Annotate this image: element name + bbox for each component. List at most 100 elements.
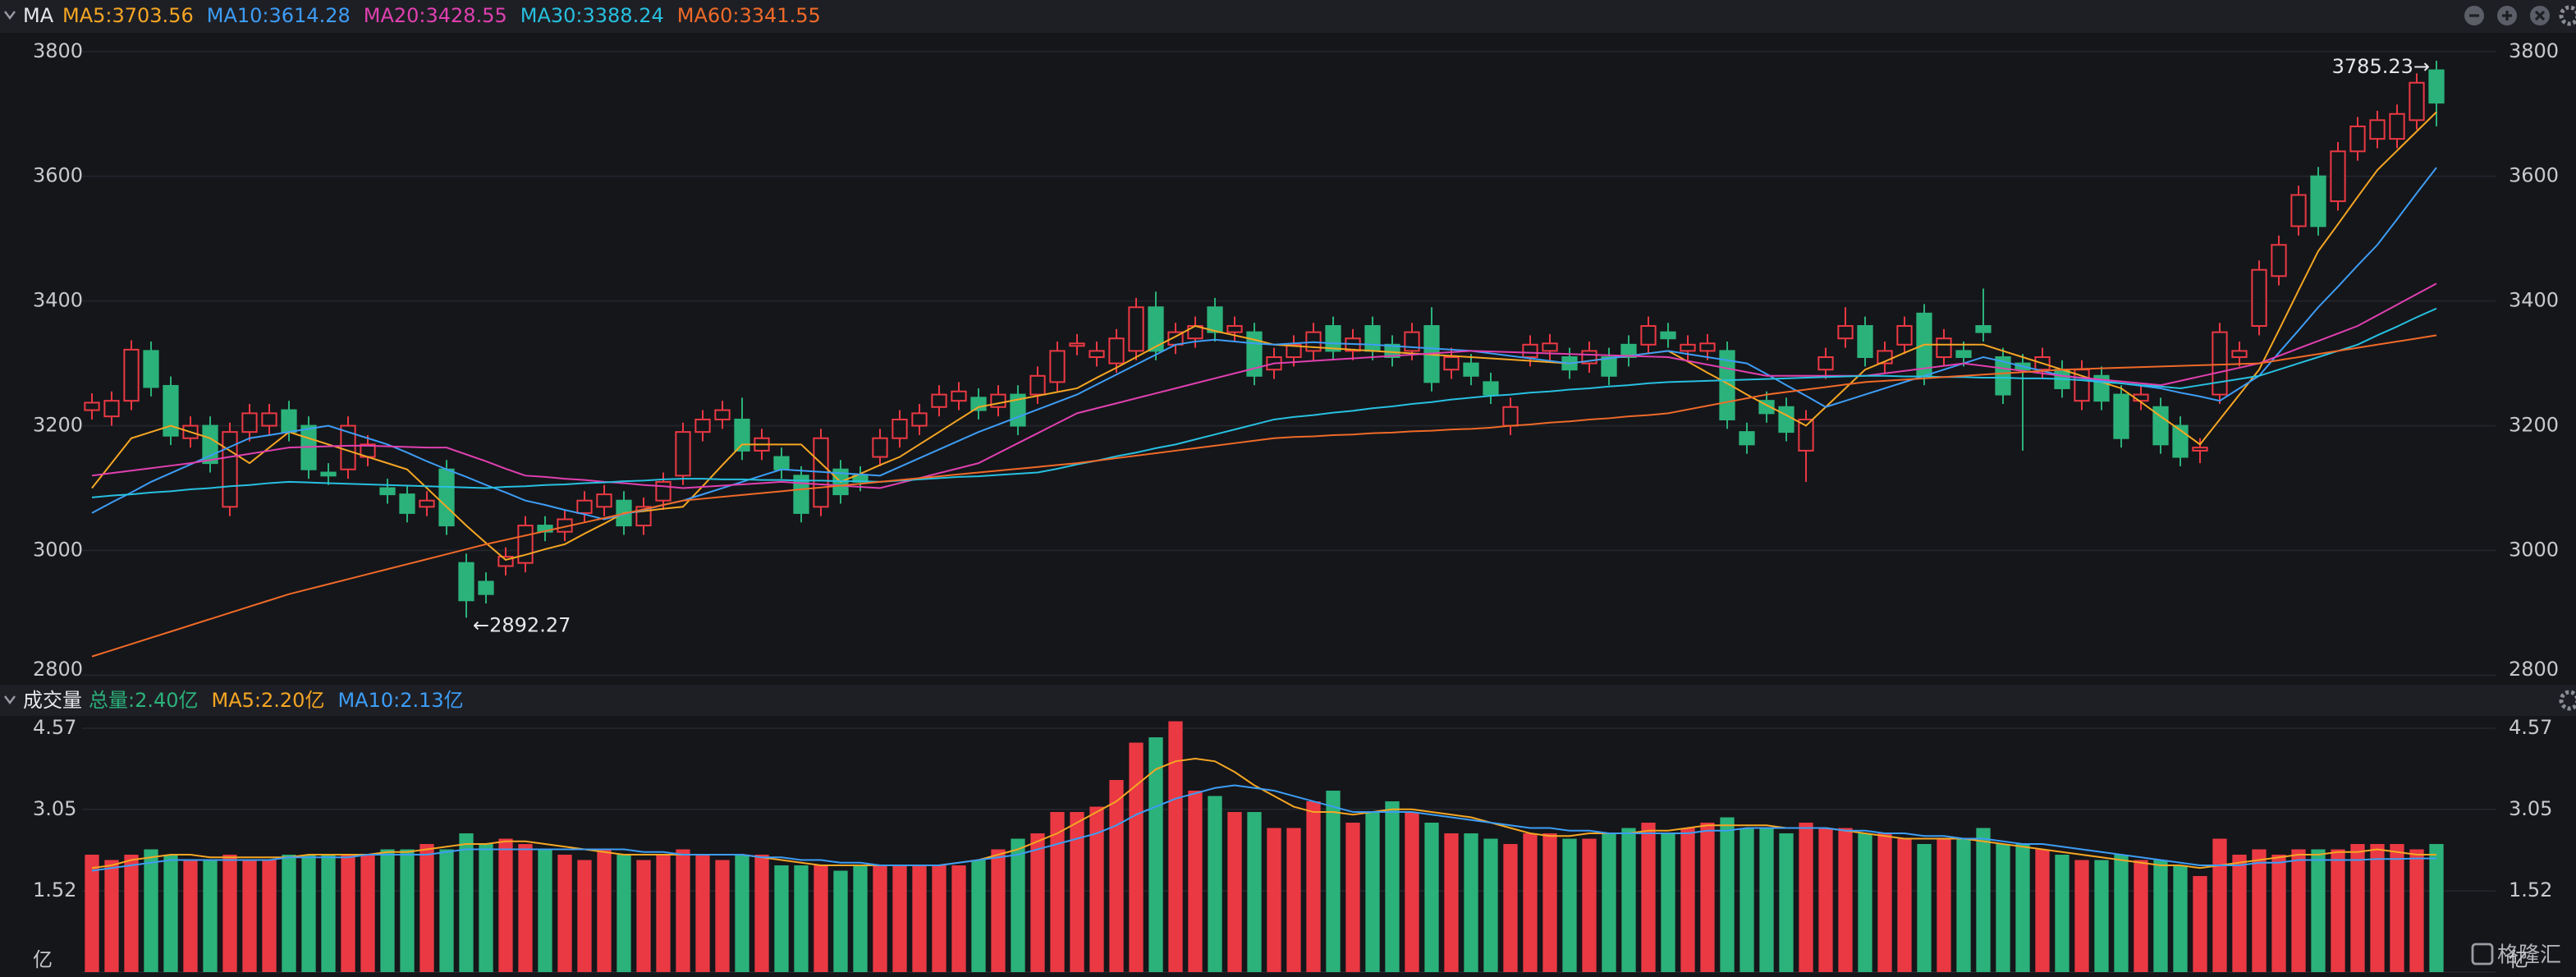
y-tick-label-right: 3600	[2509, 164, 2559, 187]
volume-bar	[2055, 855, 2070, 972]
volume-bar	[1444, 833, 1459, 972]
candle-body	[2349, 125, 2366, 153]
volume-bar	[2350, 844, 2365, 972]
volume-bar	[203, 860, 218, 972]
candle-body	[675, 431, 691, 477]
candle-body	[892, 418, 908, 439]
volume-bar	[1345, 823, 1360, 972]
y-tick-label-right: 3200	[2509, 414, 2559, 437]
candle-body	[2330, 150, 2346, 203]
y-tick-label: 3200	[33, 414, 83, 437]
y-tick-label: 1.52	[33, 878, 76, 901]
candle-body	[596, 493, 612, 508]
settings-button[interactable]	[2559, 690, 2576, 711]
volume-bar	[1267, 828, 1281, 972]
volume-bar	[222, 855, 237, 972]
candle-body	[734, 418, 750, 452]
volume-bar	[774, 865, 789, 972]
candle-body	[2409, 81, 2425, 122]
ma-line	[91, 334, 2437, 658]
volume-bar	[1188, 791, 1203, 972]
volume-bar	[951, 865, 966, 972]
volume-bar	[1089, 806, 1104, 972]
indicator-title: MA	[23, 4, 54, 27]
candle-body	[1699, 342, 1716, 352]
volume-bar	[242, 860, 257, 972]
volume-bar	[1326, 791, 1341, 972]
volume-bar	[1700, 823, 1715, 972]
candle-body	[1955, 350, 1972, 358]
volume-bar	[1070, 812, 1084, 972]
collapse-icon[interactable]	[4, 695, 16, 704]
candle-body	[1207, 306, 1223, 333]
volume-bar	[2015, 844, 2030, 972]
ma-line	[91, 167, 2437, 521]
candle-body	[517, 525, 534, 564]
legend-entry: MA10:2.13亿	[337, 689, 463, 712]
volume-bar	[262, 860, 277, 972]
candle-body	[2251, 268, 2267, 328]
y-tick-label-right: 亿	[2509, 948, 2528, 971]
candle-body	[1660, 331, 1676, 340]
y-tick-label-right: 4.57	[2509, 716, 2552, 739]
candle-body	[1739, 431, 1755, 446]
candle-body	[2192, 447, 2208, 452]
candle-body	[438, 468, 455, 527]
y-tick-label-right: 3000	[2509, 538, 2559, 561]
candle-body	[1325, 325, 1341, 352]
volume-bar	[814, 865, 828, 972]
volume-bar	[400, 849, 415, 972]
collapse-icon[interactable]	[4, 11, 16, 20]
candle-body	[2369, 119, 2386, 140]
candle-body	[694, 418, 711, 433]
candle-body	[1089, 350, 1105, 358]
candle-body	[1995, 356, 2011, 396]
volume-bar	[1877, 833, 1892, 972]
volume-bar	[873, 865, 887, 972]
volume-bar	[1168, 721, 1183, 972]
volume-bar	[754, 855, 769, 972]
legend-entry: MA30:3388.24	[520, 4, 664, 27]
ma-line	[91, 111, 2437, 561]
candle-body	[497, 556, 514, 567]
volume-bar	[1148, 737, 1163, 972]
volume-bar	[715, 860, 730, 972]
volume-bar	[479, 844, 493, 972]
candle-body	[576, 499, 593, 514]
volume-bar	[1582, 838, 1597, 972]
candle-body	[261, 412, 277, 427]
y-tick-label-right: 3.05	[2509, 797, 2552, 820]
y-tick-label: 3.05	[33, 797, 76, 820]
candle-body	[143, 350, 159, 388]
volume-bar	[676, 849, 690, 972]
candle-body	[970, 397, 987, 411]
y-tick-label-right: 2800	[2509, 658, 2559, 681]
y-tick-label: 2800	[33, 658, 83, 681]
volume-bar	[1641, 823, 1656, 972]
volume-bar	[1542, 833, 1557, 972]
settings-button[interactable]	[2559, 5, 2576, 26]
y-tick-label: 3400	[33, 289, 83, 312]
volume-bar	[636, 860, 651, 972]
close-icon	[2534, 10, 2546, 21]
volume-bar	[144, 849, 158, 972]
candle-body	[1443, 356, 1460, 371]
volume-bar	[1503, 844, 1518, 972]
volume-bar	[1759, 828, 1774, 972]
y-tick-label-right: 3400	[2509, 289, 2559, 312]
candle-body	[241, 412, 258, 433]
price-header	[0, 0, 2576, 33]
candle-body	[1226, 325, 1243, 333]
volume-bar	[1306, 801, 1321, 972]
y-tick-label: 3000	[33, 538, 83, 561]
volume-bar	[1286, 828, 1301, 972]
candle-body	[2152, 406, 2169, 446]
candle-body	[379, 487, 396, 496]
candle-body	[1069, 342, 1085, 347]
volume-bar	[183, 860, 198, 972]
candle-body	[123, 348, 140, 402]
volume-bar	[557, 855, 572, 972]
volume-bar	[1956, 838, 1971, 972]
volume-bar	[1680, 828, 1695, 972]
